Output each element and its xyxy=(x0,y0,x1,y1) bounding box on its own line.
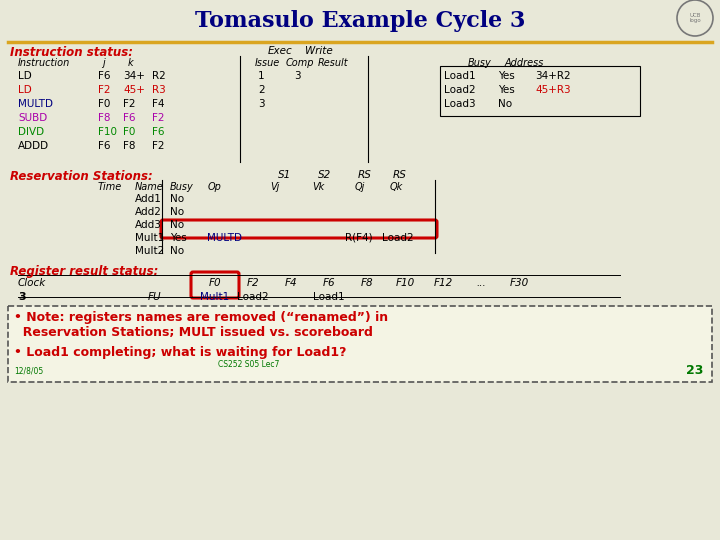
Text: 3: 3 xyxy=(258,99,265,109)
Text: Op: Op xyxy=(208,182,222,192)
Text: F10: F10 xyxy=(395,278,415,288)
Text: • Note: registers names are removed (“renamed”) in: • Note: registers names are removed (“re… xyxy=(14,311,388,324)
Text: ...: ... xyxy=(476,278,486,288)
Text: R3: R3 xyxy=(152,85,166,95)
Text: 45+R3: 45+R3 xyxy=(535,85,571,95)
Text: F4: F4 xyxy=(152,99,164,109)
Text: Qk: Qk xyxy=(390,182,403,192)
Text: LD: LD xyxy=(18,85,32,95)
Text: Load2: Load2 xyxy=(237,292,269,302)
Text: Exec: Exec xyxy=(268,46,293,56)
Text: 34+: 34+ xyxy=(123,71,145,81)
Text: F8: F8 xyxy=(123,141,135,151)
Text: No: No xyxy=(170,246,184,256)
Text: No: No xyxy=(170,194,184,204)
Text: Time: Time xyxy=(98,182,122,192)
Text: Add2: Add2 xyxy=(135,207,162,217)
Text: No: No xyxy=(170,220,184,230)
Text: 1: 1 xyxy=(258,71,265,81)
Text: 3: 3 xyxy=(294,71,301,81)
Text: F6: F6 xyxy=(123,113,135,123)
Text: No: No xyxy=(170,207,184,217)
Text: Write: Write xyxy=(305,46,333,56)
Text: Yes: Yes xyxy=(170,233,186,243)
Text: Load1: Load1 xyxy=(444,71,476,81)
Text: Address: Address xyxy=(505,58,544,68)
Text: Vk: Vk xyxy=(312,182,324,192)
Text: F0: F0 xyxy=(123,127,135,137)
Text: Result: Result xyxy=(318,58,348,68)
Text: F6: F6 xyxy=(152,127,164,137)
Text: Vj: Vj xyxy=(270,182,279,192)
Text: • Load1 completing; what is waiting for Load1?: • Load1 completing; what is waiting for … xyxy=(14,346,346,359)
Text: CS252 S05 Lec7: CS252 S05 Lec7 xyxy=(218,360,279,369)
Text: Issue: Issue xyxy=(255,58,280,68)
Text: Reservation Stations:: Reservation Stations: xyxy=(10,170,153,183)
Text: F0: F0 xyxy=(209,278,221,288)
Text: Load3: Load3 xyxy=(444,99,476,109)
Text: Mult1: Mult1 xyxy=(135,233,164,243)
Text: MULTD: MULTD xyxy=(18,99,53,109)
Text: F4: F4 xyxy=(284,278,297,288)
Text: R2: R2 xyxy=(152,71,166,81)
Text: F6: F6 xyxy=(323,278,336,288)
Text: FU: FU xyxy=(148,292,161,302)
Text: F6: F6 xyxy=(98,141,110,151)
Text: Busy: Busy xyxy=(170,182,194,192)
Text: F8: F8 xyxy=(361,278,373,288)
Text: Load2: Load2 xyxy=(382,233,413,243)
Text: F2: F2 xyxy=(152,113,164,123)
Text: Load2: Load2 xyxy=(444,85,476,95)
Text: DIVD: DIVD xyxy=(18,127,44,137)
Text: F30: F30 xyxy=(509,278,528,288)
Text: j: j xyxy=(102,58,104,68)
Text: S2: S2 xyxy=(318,170,331,180)
Text: Busy: Busy xyxy=(468,58,492,68)
Text: Register result status:: Register result status: xyxy=(10,265,158,278)
Text: F8: F8 xyxy=(98,113,110,123)
Text: Comp: Comp xyxy=(286,58,315,68)
Text: Tomasulo Example Cycle 3: Tomasulo Example Cycle 3 xyxy=(195,10,525,32)
Text: Add1: Add1 xyxy=(135,194,162,204)
Text: R(F4): R(F4) xyxy=(345,233,373,243)
Bar xyxy=(440,66,640,116)
Text: 23: 23 xyxy=(686,364,703,377)
Text: F6: F6 xyxy=(98,71,110,81)
Text: Yes: Yes xyxy=(498,85,515,95)
Text: 3: 3 xyxy=(18,292,26,302)
Text: 12/8/05: 12/8/05 xyxy=(14,366,43,375)
Text: UCB
logo: UCB logo xyxy=(689,12,701,23)
Text: Load1: Load1 xyxy=(313,292,345,302)
Text: Instruction status:: Instruction status: xyxy=(10,46,133,59)
Text: RS: RS xyxy=(358,170,372,180)
Text: Instruction: Instruction xyxy=(18,58,71,68)
Text: F2: F2 xyxy=(98,85,110,95)
Text: Yes: Yes xyxy=(498,71,515,81)
Text: RS: RS xyxy=(393,170,407,180)
Text: Name: Name xyxy=(135,182,163,192)
Text: F2: F2 xyxy=(152,141,164,151)
Text: No: No xyxy=(498,99,512,109)
Text: F0: F0 xyxy=(98,99,110,109)
Text: Clock: Clock xyxy=(18,278,46,288)
Text: F10: F10 xyxy=(98,127,117,137)
Text: F2: F2 xyxy=(123,99,135,109)
Text: Reservation Stations; MULT issued vs. scoreboard: Reservation Stations; MULT issued vs. sc… xyxy=(14,326,373,339)
Text: k: k xyxy=(128,58,134,68)
Text: LD: LD xyxy=(18,71,32,81)
Text: S1: S1 xyxy=(278,170,292,180)
Text: 2: 2 xyxy=(258,85,265,95)
Text: SUBD: SUBD xyxy=(18,113,48,123)
Text: 45+: 45+ xyxy=(123,85,145,95)
Text: ADDD: ADDD xyxy=(18,141,49,151)
Text: Qj: Qj xyxy=(355,182,365,192)
Text: F2: F2 xyxy=(247,278,259,288)
Text: Add3: Add3 xyxy=(135,220,162,230)
Text: 34+R2: 34+R2 xyxy=(535,71,571,81)
Text: Mult2: Mult2 xyxy=(135,246,164,256)
Text: Mult1: Mult1 xyxy=(200,292,230,302)
Text: F12: F12 xyxy=(433,278,453,288)
Bar xyxy=(8,306,712,382)
Text: MULTD: MULTD xyxy=(207,233,242,243)
